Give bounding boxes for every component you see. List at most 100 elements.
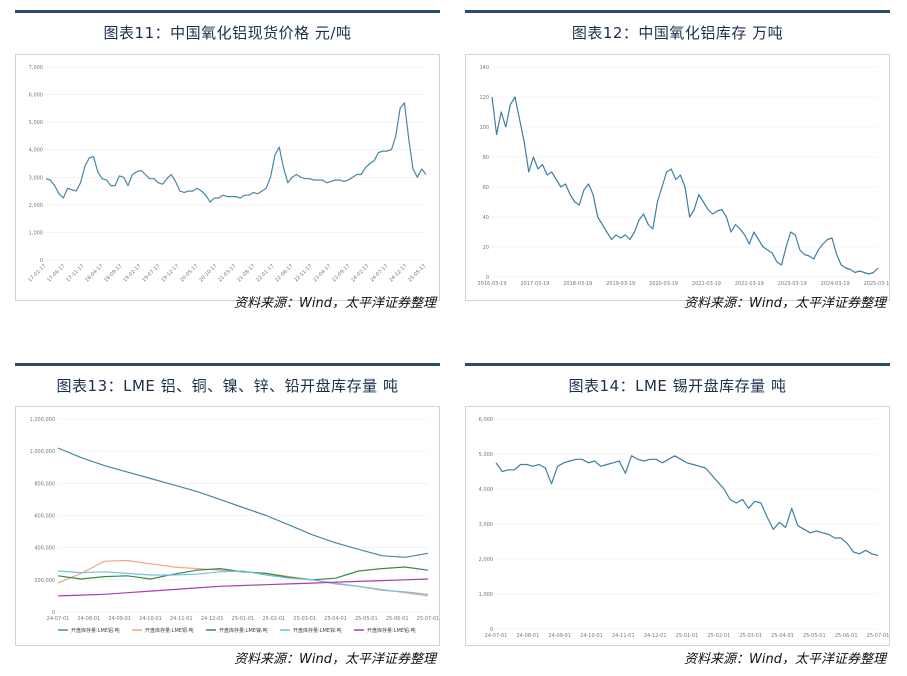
x-tick-label: 22-11-17 [293,263,313,283]
y-tick-label: 800,000 [34,481,55,487]
legend-label: 开盘库存量:LME铜:吨 [145,627,194,634]
chart-frame: 0 1,000 2,000 3,000 4,000 5,000 6,000 7,000 17-0… [15,54,440,301]
x-tick-label: 24-07-01 [485,633,508,639]
legend-label: 开盘库存量:LME镍:吨 [219,627,268,634]
x-tick-label: 21-08-17 [236,263,256,283]
series-line-3 [57,570,429,595]
chart-title: 图表14：LME 锡开盘库存量 吨 [568,377,787,395]
series-line-1 [57,559,429,597]
x-tick-label: 2022-03-19 [735,281,764,287]
panel-top-rule [465,363,890,366]
x-tick-label: 24-12-17 [388,263,408,283]
y-tick-label: 0 [490,627,493,633]
panel-lme-base-metals: 图表13：LME 铝、铜、镍、锌、铅开盘库存量 吨 0 200,000 400,00… [15,363,440,668]
legend-label: 开盘库存量:LME铅:吨 [367,627,416,634]
y-tick-label: 200,000 [34,578,55,584]
y-tick-label: 5,000 [479,452,493,458]
x-tick-label: 24-08-01 [516,633,539,639]
x-tick-label: 2025-03-19 [863,281,889,287]
x-tick-label: 19-12-17 [160,263,180,283]
x-tick-label: 20-05-17 [179,263,199,283]
chart-frame: 0 1,000 2,000 3,000 4,000 5,000 6,000 24-07-01 2… [465,406,890,646]
x-tick-label: 23-04-17 [312,263,332,283]
x-tick-label: 17-11-17 [65,263,85,283]
series-line-0 [495,455,879,557]
y-tick-label: 4,000 [479,487,493,493]
chart-title: 图表11：中国氧化铝现货价格 元/吨 [103,24,352,42]
x-tick-label: 2017-03-19 [520,281,549,287]
x-tick-label: 22-06-17 [274,263,294,283]
series-line-2 [57,566,429,581]
x-tick-label: 2018-03-19 [563,281,592,287]
x-tick-label: 25-05-01 [803,633,826,639]
x-tick-label: 25-02-01 [262,616,285,622]
y-tick-label: 60 [483,185,489,191]
x-tick-label: 24-09-01 [108,616,131,622]
x-tick-label: 25-07-01 [417,616,439,622]
x-tick-label: 24-11-01 [612,633,635,639]
x-tick-label: 21-03-17 [217,263,237,283]
x-tick-label: 24-12-01 [201,616,224,622]
y-tick-label: 1,000,000 [30,449,55,455]
legend-label: 开盘库存量:LME铝:吨 [71,627,120,634]
y-tick-label: 1,000 [479,592,493,598]
x-tick-label: 24-12-01 [644,633,667,639]
y-tick-label: 3,000 [29,175,43,181]
x-tick-label: 25-04-01 [324,616,347,622]
panel-top-rule [15,363,440,366]
y-tick-label: 80 [483,155,489,161]
legend-label: 开盘库存量:LME锌:吨 [293,627,342,634]
series-line-0 [45,102,427,203]
series-line-0 [57,447,429,558]
x-tick-label: 24-11-01 [170,616,193,622]
y-tick-label: 6,000 [479,417,493,423]
y-tick-label: 1,000 [29,230,43,236]
y-tick-label: 6,000 [29,93,43,99]
y-tick-label: 0 [40,258,43,264]
x-tick-label: 24-10-01 [580,633,603,639]
y-tick-label: 140 [479,65,489,71]
x-tick-label: 20-10-17 [198,263,218,283]
y-tick-label: 7,000 [29,65,43,71]
x-tick-label: 24-07-01 [47,616,70,622]
y-tick-label: 3,000 [479,522,493,528]
x-tick-label: 24-09-01 [548,633,571,639]
x-tick-label: 23-09-17 [331,263,351,283]
chart-frame: 0 20 40 60 80 100 120 140 2016-03-19 2017-03-19 20… [465,54,890,301]
y-tick-label: 2,000 [29,203,43,209]
x-tick-label: 25-01-01 [232,616,255,622]
alumina-price-chart: 0 1,000 2,000 3,000 4,000 5,000 6,000 7,000 17-0… [27,65,427,283]
x-tick-label: 2021-03-19 [692,281,721,287]
x-tick-label: 2024-03-19 [821,281,850,287]
y-tick-label: 0 [486,275,489,281]
x-tick-label: 22-01-17 [255,263,275,283]
y-tick-label: 120 [479,95,489,101]
series-line-0 [491,96,879,275]
y-tick-label: 100 [479,125,489,131]
lme-tin-chart: 0 1,000 2,000 3,000 4,000 5,000 6,000 24-07-01 2… [479,417,889,639]
x-tick-label: 24-02-17 [350,263,370,283]
y-tick-label: 1,200,000 [30,417,55,423]
panel-top-rule [15,10,440,13]
x-tick-label: 2020-03-19 [649,281,678,287]
source-note: 资料来源：Wind，太平洋证券整理 [684,652,886,667]
y-tick-label: 0 [52,610,55,616]
x-tick-label: 25-06-01 [386,616,409,622]
x-tick-label: 25-05-01 [355,616,378,622]
chart-frame: 0 200,000 400,000 600,000 800,000 1,000,000 1,… [15,406,440,646]
x-tick-label: 18-09-17 [103,263,123,283]
x-tick-label: 19-07-17 [141,263,161,283]
source-note: 资料来源：Wind，太平洋证券整理 [234,296,436,311]
x-tick-label: 18-04-17 [84,263,104,283]
y-tick-label: 400,000 [34,546,55,552]
alumina-inventory-chart: 0 20 40 60 80 100 120 140 2016-03-19 2017-03-19 20… [477,65,889,287]
x-tick-label: 25-04-01 [771,633,794,639]
y-tick-label: 40 [483,215,489,221]
source-note: 资料来源：Wind，太平洋证券整理 [234,652,436,667]
panel-top-rule [465,10,890,13]
x-tick-label: 25-01-01 [676,633,699,639]
x-tick-label: 24-07-17 [369,263,389,283]
series-line-4 [57,578,429,597]
x-tick-label: 24-10-01 [139,616,162,622]
x-tick-label: 19-02-17 [122,263,142,283]
